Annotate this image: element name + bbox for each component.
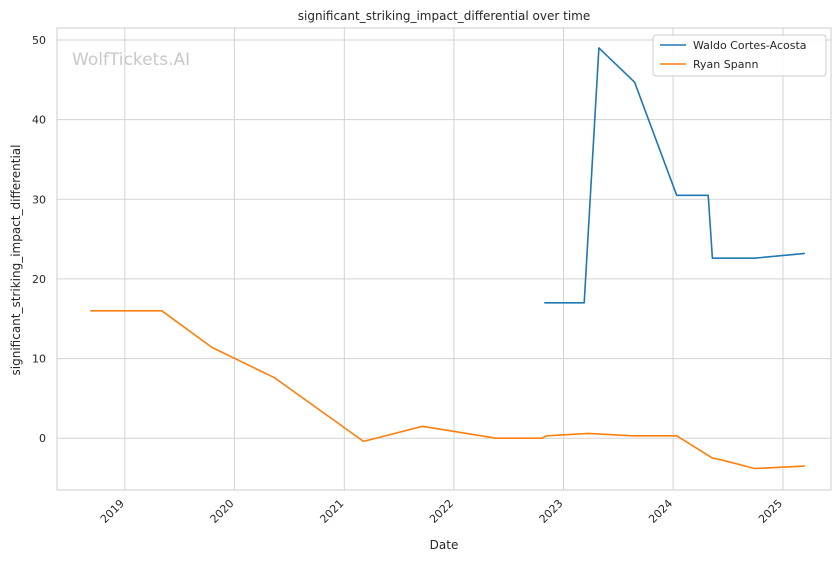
x-tick-label: 2019	[98, 497, 127, 526]
watermark: WolfTickets.AI	[72, 50, 190, 70]
y-tick-label: 20	[32, 273, 46, 286]
plot-frame	[56, 27, 832, 491]
y-tick-label: 10	[32, 353, 46, 366]
legend-box	[652, 34, 827, 77]
series-lines	[90, 47, 805, 470]
x-tick-label: 2021	[317, 497, 346, 526]
tick-labels: 0 10 20 30 40 50 2019 2020 2021 2022 2023 2024 2025	[32, 34, 785, 526]
chart-title: significant_striking_impact_differential…	[298, 9, 590, 23]
y-tick-label: 0	[39, 432, 46, 445]
x-axis-label: Date	[430, 538, 459, 552]
x-tick-label: 2025	[756, 497, 785, 526]
y-tick-label: 30	[32, 193, 46, 206]
grid	[57, 28, 831, 490]
legend: Waldo Cortes-Acosta Ryan Spann	[652, 34, 827, 77]
y-tick-label: 40	[32, 114, 46, 127]
x-tick-label: 2022	[427, 497, 456, 526]
x-tick-label: 2020	[208, 497, 237, 526]
series-line-waldo-cortes-acosta	[544, 47, 805, 304]
x-tick-label: 2023	[537, 497, 566, 526]
legend-label-waldo-cortes-acosta: Waldo Cortes-Acosta	[693, 39, 807, 52]
y-axis-label: significant_striking_impact_differential	[9, 145, 23, 376]
x-tick-label: 2024	[646, 497, 675, 526]
y-tick-label: 50	[32, 34, 46, 47]
legend-label-ryan-spann: Ryan Spann	[693, 58, 758, 71]
series-line-ryan-spann	[90, 309, 805, 470]
